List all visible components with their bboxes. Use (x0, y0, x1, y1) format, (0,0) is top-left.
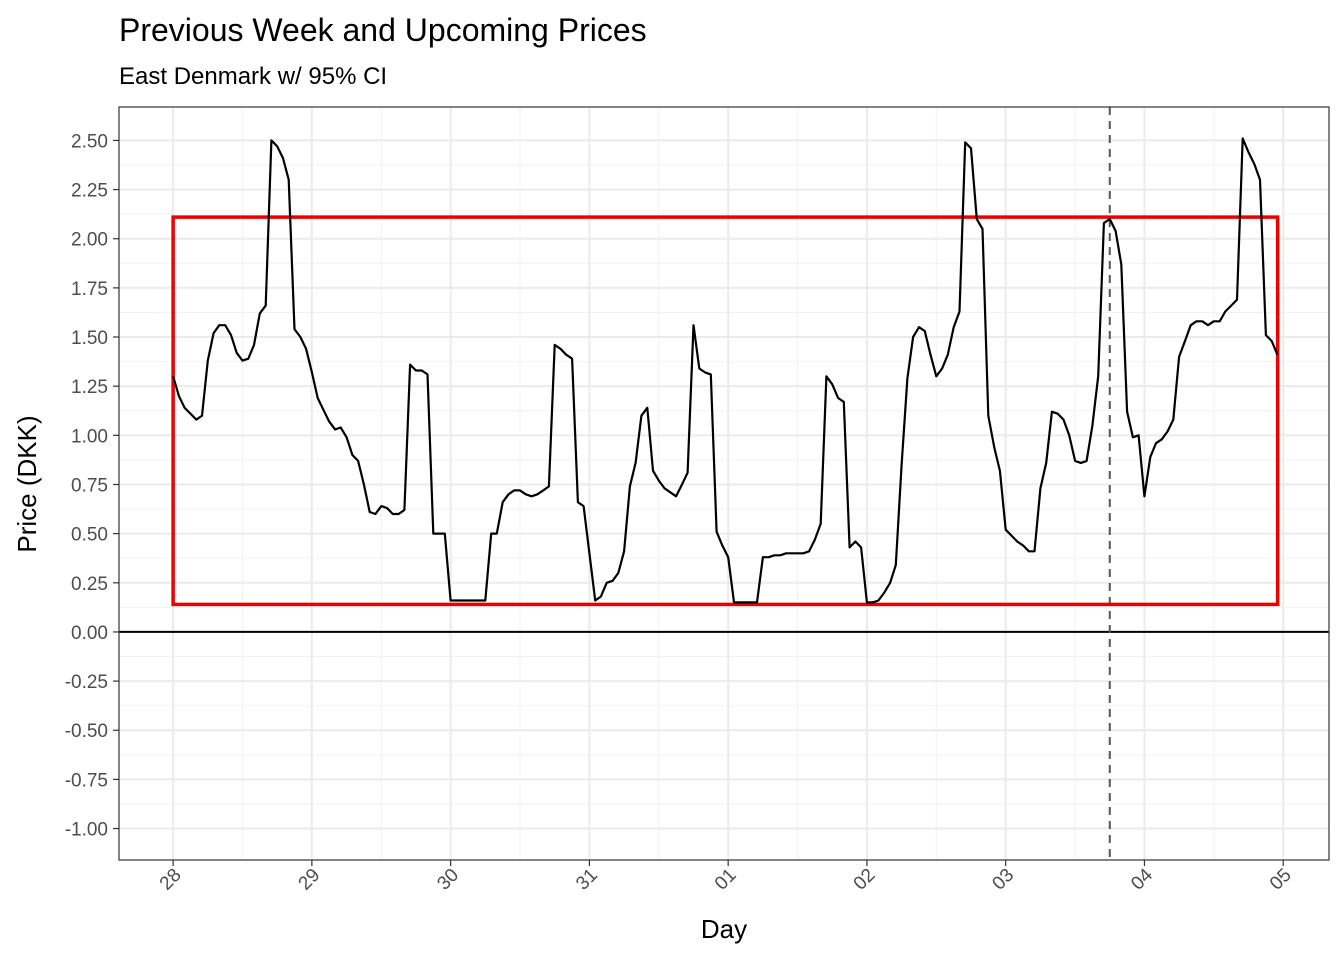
y-tick-label: 1.00 (71, 426, 108, 447)
reference-lines (119, 107, 1329, 860)
x-tick-label: 02 (850, 865, 880, 895)
y-tick-label: 1.75 (71, 279, 108, 300)
y-tick-label: 2.25 (71, 181, 108, 202)
y-tick-label: 0.25 (71, 574, 108, 595)
x-tick-label: 01 (711, 865, 741, 895)
chart-title: Previous Week and Upcoming Prices (119, 12, 647, 48)
y-tick-label: -0.25 (65, 672, 108, 693)
y-axis: -1.00 -0.75 -0.50 -0.25 0.00 0.25 0.50 0.75 1.00… (65, 131, 119, 841)
y-tick-label: 0.50 (71, 525, 108, 546)
y-tick-label: 0.00 (71, 623, 108, 644)
x-axis: 28 29 30 31 01 02 03 04 05 (156, 860, 1296, 894)
x-axis-title: Day (701, 914, 747, 944)
x-tick-label: 04 (1127, 864, 1157, 894)
y-tick-label: 2.50 (71, 131, 108, 152)
y-tick-label: 1.50 (71, 328, 108, 349)
confidence-interval-band (171, 215, 1280, 607)
x-tick-label: 28 (156, 865, 186, 895)
x-tick-label: 03 (988, 865, 1018, 895)
y-tick-label: -0.50 (65, 721, 108, 742)
y-tick-label: 2.00 (71, 230, 108, 251)
plot-border (118, 106, 1330, 861)
y-tick-label: 1.25 (71, 377, 108, 398)
x-tick-label: 30 (433, 865, 463, 895)
x-tick-label: 05 (1266, 865, 1296, 895)
y-tick-label: 0.75 (71, 475, 108, 496)
y-tick-label: -0.75 (65, 770, 108, 791)
price-series-line (172, 137, 1279, 604)
chart-subtitle: East Denmark w/ 95% CI (119, 63, 387, 90)
x-tick-label: 31 (572, 865, 602, 895)
major-gridlines (119, 107, 1329, 860)
confidence-interval-layer (171, 215, 1280, 607)
y-tick-label: -1.00 (65, 820, 108, 841)
x-tick-label: 29 (295, 865, 325, 895)
y-axis-title: Price (DKK) (12, 415, 42, 552)
series-layer (172, 137, 1279, 604)
